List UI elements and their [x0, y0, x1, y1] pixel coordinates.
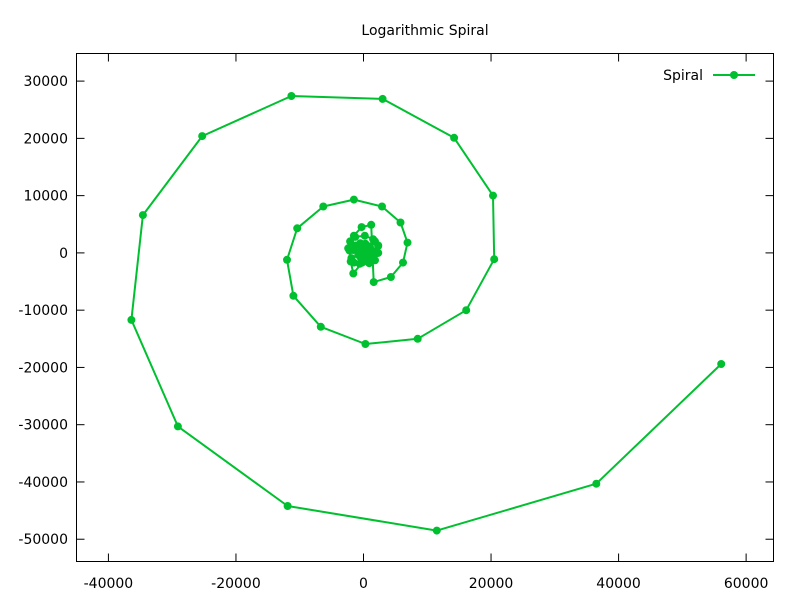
series-point: [403, 238, 412, 247]
series-point: [293, 224, 302, 233]
y-tick-label: 30000: [23, 74, 68, 90]
series-point: [287, 92, 296, 100]
x-tick-label: 20000: [469, 576, 514, 592]
series-point: [345, 246, 354, 255]
series-point: [396, 218, 405, 227]
plot-frame: [76, 53, 774, 562]
x-tick-label: 40000: [596, 576, 641, 592]
series-point: [289, 291, 298, 300]
x-tick-label: -40000: [84, 576, 134, 592]
y-tick-label: 0: [59, 246, 68, 262]
series-point: [349, 195, 358, 204]
x-tick-label: 60000: [724, 576, 769, 592]
series-point: [283, 255, 291, 264]
series-point: [365, 259, 374, 268]
series-point: [198, 132, 207, 141]
series-point: [592, 479, 601, 488]
series-point: [127, 315, 136, 324]
series-point: [490, 255, 499, 264]
series-point: [349, 231, 358, 240]
series-point: [283, 502, 292, 510]
series-point: [367, 220, 376, 229]
series-point: [173, 422, 182, 431]
y-tick-label: 20000: [23, 131, 68, 147]
series-point: [374, 248, 383, 257]
series-point: [369, 278, 378, 287]
series-point: [386, 273, 395, 281]
series-point: [378, 94, 387, 103]
y-tick-label: -30000: [18, 418, 68, 434]
y-tick-label: -50000: [18, 532, 68, 548]
series-point: [369, 235, 378, 244]
series-point: [462, 306, 471, 315]
x-tick-label: 0: [359, 576, 368, 592]
chart-title: Logarithmic Spiral: [361, 23, 488, 39]
series-point: [357, 223, 366, 232]
y-tick-label: -20000: [18, 360, 68, 376]
series-point: [378, 202, 386, 211]
series-point: [413, 334, 422, 343]
legend-label: Spiral: [663, 68, 703, 84]
series-point: [361, 340, 370, 348]
y-tick-label: 10000: [23, 189, 68, 205]
series-point: [349, 269, 358, 278]
series-point: [399, 258, 407, 267]
series-point: [346, 257, 355, 266]
series-point: [450, 133, 459, 142]
y-tick-label: -10000: [18, 303, 68, 319]
y-tick-label: -40000: [18, 475, 68, 491]
series-point: [360, 231, 369, 240]
x-tick-label: -20000: [211, 576, 261, 592]
series-point: [489, 191, 497, 200]
series-point: [358, 258, 367, 267]
series-point: [717, 360, 726, 368]
series-point: [432, 526, 441, 535]
series-line: [130, 95, 722, 532]
series-point: [316, 322, 325, 331]
series-point: [374, 242, 383, 250]
series-point: [319, 202, 328, 211]
series-point: [138, 211, 147, 220]
legend-marker: [730, 71, 738, 79]
